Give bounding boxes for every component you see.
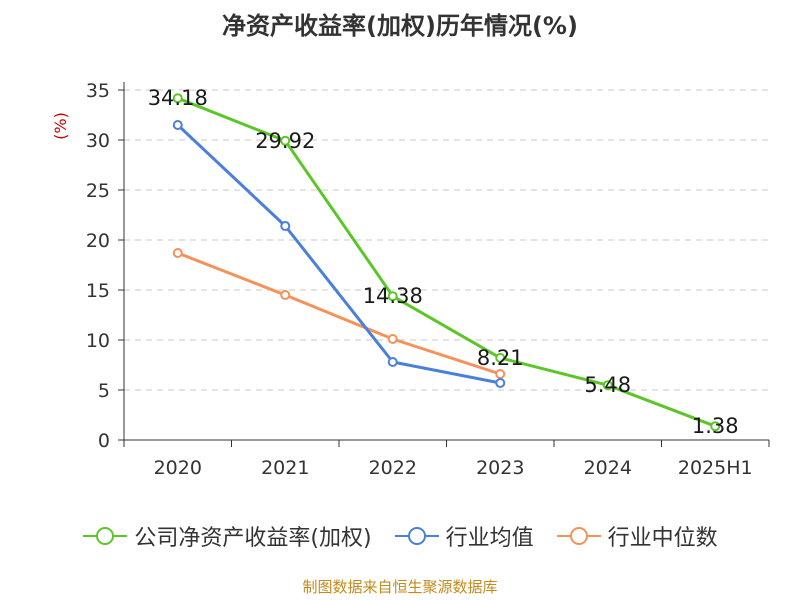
data-point (710, 421, 721, 432)
data-label: 14.38 (363, 284, 423, 308)
y-tick-label: 35 (86, 80, 110, 102)
x-tick-label: 2020 (154, 457, 202, 479)
chart-title: 净资产收益率(加权)历年情况(%) (222, 12, 578, 40)
x-tick-label: 2021 (261, 457, 309, 479)
legend-label: 行业均值 (445, 526, 534, 551)
data-point (495, 369, 506, 379)
y-tick-label: 0 (98, 430, 110, 452)
data-point (387, 334, 398, 344)
series-line (176, 123, 501, 385)
data-point (387, 291, 398, 302)
data-label: 34.18 (148, 86, 208, 110)
source-note: 制图数据来自恒生聚源数据库 (302, 578, 498, 596)
axes: 0 5 10 15 20 25 30 35 2020 2021 2022 2023 2024 2025H1 (86, 80, 770, 479)
data-label: 8.21 (477, 346, 524, 370)
gridlines (124, 89, 769, 391)
y-tick-label: 10 (86, 330, 110, 352)
data-point (495, 352, 506, 363)
data-point (280, 221, 291, 231)
data-label: 1.38 (692, 414, 739, 438)
data-point (387, 357, 398, 367)
data-point (602, 380, 613, 391)
y-tick-label: 25 (86, 180, 110, 202)
legend-label: 公司净资产收益率(加权) (134, 526, 372, 551)
legend-label: 行业中位数 (607, 526, 718, 551)
data-label: 29.92 (255, 129, 315, 153)
y-tick-label: 30 (86, 130, 110, 152)
series-line (177, 251, 501, 376)
legend-item: 行业中位数 (556, 520, 718, 552)
data-label: 5.48 (584, 373, 631, 397)
y-tick-label: 5 (98, 380, 110, 402)
data-point (172, 248, 183, 258)
x-tick-label: 2025H1 (678, 457, 753, 479)
y-tick-label: 15 (86, 280, 110, 302)
data-point (280, 135, 291, 146)
legend-swatch (83, 527, 128, 545)
legend-swatch (394, 527, 439, 545)
y-axis-label: (%) (51, 112, 70, 140)
series-line (177, 96, 716, 428)
series-lines (172, 93, 721, 432)
legend: 公司净资产收益率(加权) 行业均值 行业中位数 (0, 518, 800, 554)
x-tick-label: 2022 (369, 457, 417, 479)
data-labels: 34.18 29.92 14.38 8.21 5.48 1.38 (148, 86, 739, 438)
legend-item: 行业均值 (394, 520, 534, 552)
legend-swatch (556, 527, 601, 545)
legend-item: 公司净资产收益率(加权) (82, 520, 372, 552)
data-point (280, 290, 291, 300)
y-tick-label: 20 (86, 230, 110, 252)
data-point (495, 378, 506, 388)
data-point (172, 93, 183, 104)
data-point (172, 120, 183, 130)
x-tick-label: 2024 (584, 457, 632, 479)
x-tick-label: 2023 (476, 457, 524, 479)
